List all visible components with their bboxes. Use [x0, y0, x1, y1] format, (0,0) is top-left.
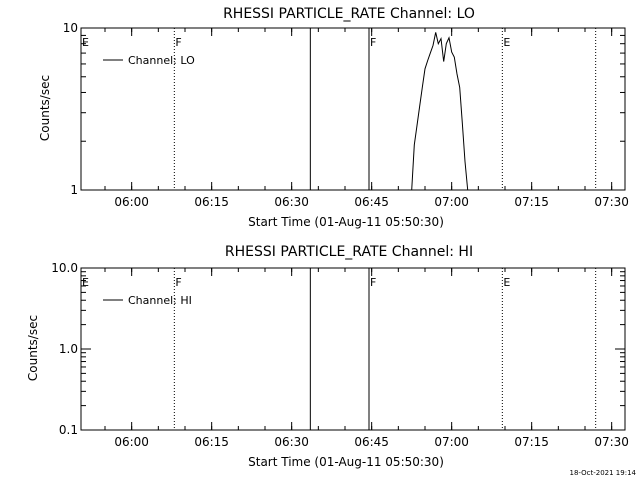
- x-tick-label: 06:45: [354, 435, 389, 449]
- y-tick-label: 1: [70, 183, 78, 197]
- x-tick-label: 06:45: [354, 195, 389, 209]
- event-marker-label: F: [370, 36, 376, 49]
- event-marker-label: E: [82, 36, 89, 49]
- plot-frame: [80, 267, 626, 431]
- x-tick-label: 06:30: [274, 435, 309, 449]
- x-tick-label: 06:15: [194, 435, 229, 449]
- x-tick-label: 07:15: [514, 195, 549, 209]
- plot-frame: [80, 27, 626, 191]
- panel-lo: RHESSI PARTICLE_RATE Channel: LO Counts/…: [38, 6, 629, 229]
- x-tick-label: 07:30: [594, 195, 629, 209]
- x-tick-label: 06:30: [274, 195, 309, 209]
- series-line: [411, 32, 469, 191]
- y-tick-label: 1.0: [59, 342, 78, 356]
- x-tick-label: 06:15: [194, 195, 229, 209]
- chart-title: RHESSI PARTICLE_RATE Channel: LO: [223, 6, 475, 22]
- event-marker-label: F: [370, 276, 376, 289]
- x-tick-label: 07:00: [434, 195, 469, 209]
- event-marker-label: E: [503, 36, 510, 49]
- x-axis-label: Start Time (01-Aug-11 05:50:30): [248, 215, 444, 229]
- event-marker-label: F: [175, 276, 181, 289]
- legend-label: Channel: HI: [128, 294, 192, 307]
- x-tick-label: 07:30: [594, 435, 629, 449]
- x-tick-label: 07:15: [514, 435, 549, 449]
- x-tick-label: 07:00: [434, 435, 469, 449]
- legend-label: Channel: LO: [128, 54, 195, 67]
- x-axis-label: Start Time (01-Aug-11 05:50:30): [248, 455, 444, 469]
- y-tick-label: 0.1: [59, 423, 78, 437]
- chart-title: RHESSI PARTICLE_RATE Channel: HI: [225, 244, 473, 260]
- event-marker-label: E: [82, 276, 89, 289]
- y-tick-label: 10.0: [51, 261, 78, 275]
- y-axis-label: Counts/sec: [38, 75, 52, 141]
- y-tick-label: 10: [63, 21, 78, 35]
- panel-hi: RHESSI PARTICLE_RATE Channel: HI Counts/…: [26, 244, 629, 469]
- event-marker-label: E: [503, 276, 510, 289]
- x-tick-label: 06:00: [114, 435, 149, 449]
- footer-date: 18-Oct-2021 19:14: [570, 469, 637, 477]
- event-marker-label: F: [175, 36, 181, 49]
- y-axis-label: Counts/sec: [26, 315, 40, 381]
- x-tick-label: 06:00: [114, 195, 149, 209]
